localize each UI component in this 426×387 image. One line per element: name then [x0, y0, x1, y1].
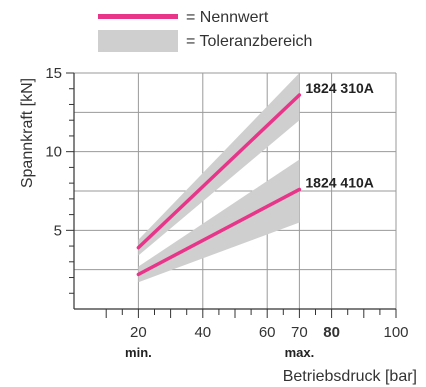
y-axis-title: Spannkraft [kN] — [19, 78, 36, 188]
y-tick-label: 15 — [45, 65, 62, 82]
x-tick-label: 40 — [194, 324, 211, 341]
series-label-2: 1824 410A — [305, 174, 374, 190]
x-tick-label: 60 — [259, 324, 276, 341]
x-tick-label: 20 — [130, 324, 147, 341]
chart-labels: 1824 310A 1824 410A 5 10 15 20 40 60 70 80 100 min.… — [19, 65, 417, 385]
x-axis-title: Betriebsdruck [bar] — [283, 368, 417, 385]
y-tick-label: 10 — [45, 144, 62, 161]
x-tick-label: 80 — [323, 324, 340, 341]
nominal-line-2 — [136, 187, 302, 277]
axes — [66, 72, 397, 318]
x-tick-label: 100 — [383, 324, 408, 341]
nominal-lines — [136, 93, 302, 277]
legend-nominal-label: = Nennwert — [186, 9, 269, 26]
y-tick-label: 5 — [54, 222, 62, 239]
legend-tolerance-label: = Toleranzbereich — [186, 33, 312, 50]
legend-tolerance-swatch — [98, 30, 178, 52]
legend-nominal-swatch — [98, 14, 178, 19]
nominal-line-1 — [136, 93, 302, 250]
tolerance-bands — [138, 73, 300, 283]
x-marker-label: min. — [125, 345, 152, 360]
x-tick-label: 70 — [291, 324, 308, 341]
x-marker-label: max. — [285, 345, 315, 360]
grid-lines — [74, 72, 397, 309]
legend: = Nennwert = Toleranzbereich — [98, 9, 312, 52]
series-label-1: 1824 310A — [305, 80, 374, 96]
